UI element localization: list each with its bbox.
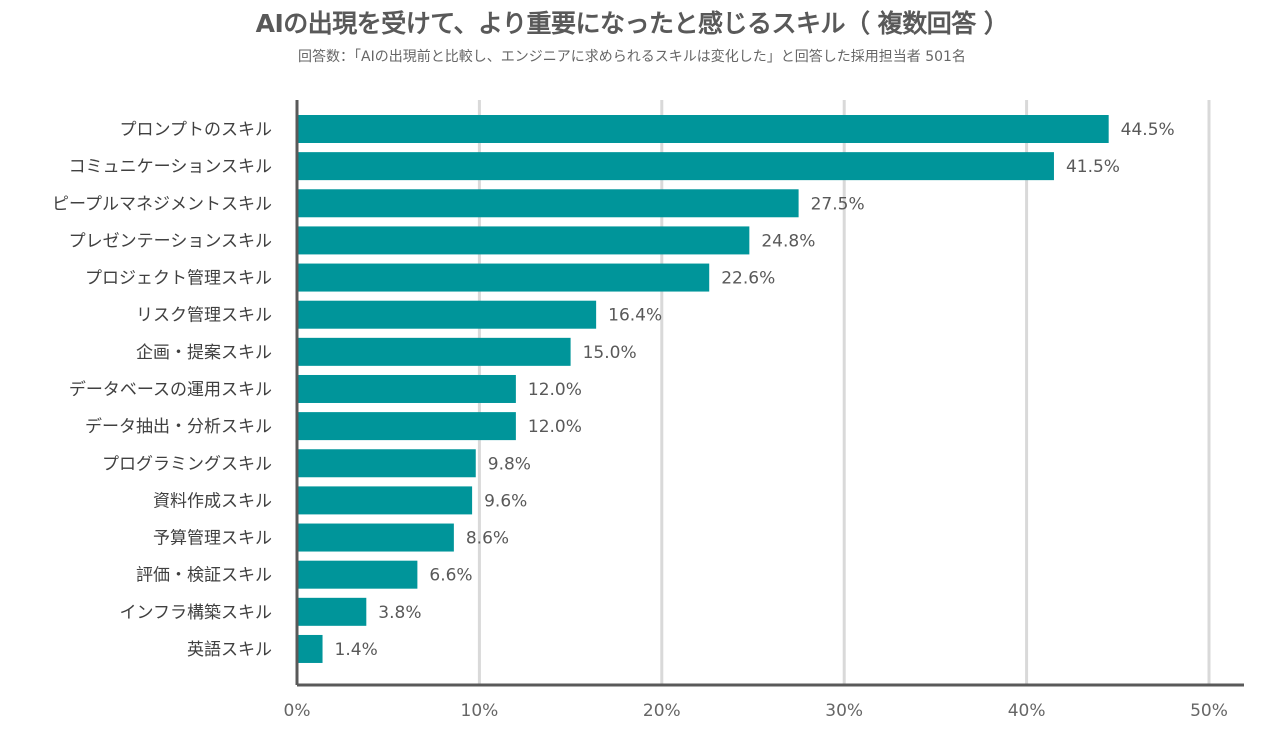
bar (297, 597, 367, 626)
bar (297, 115, 1109, 143)
x-tick-label: 40% (1008, 701, 1046, 721)
data-label: 3.8% (378, 603, 421, 623)
data-label: 24.8% (761, 231, 815, 251)
category-label: ピープルマネジメントスキル (52, 194, 272, 214)
bar (297, 300, 597, 329)
data-label: 27.5% (811, 194, 865, 214)
bar (297, 523, 454, 552)
chart-title: AIの出現を受けて、より重要になったと感じるスキル（ 複数回答 ） (255, 9, 1009, 38)
bar (297, 226, 750, 255)
data-label: 41.5% (1066, 157, 1120, 177)
bar (297, 634, 323, 663)
category-label: リスク管理スキル (136, 306, 272, 326)
bar (297, 560, 418, 589)
bar (297, 189, 799, 218)
data-label: 12.0% (528, 380, 582, 400)
bar (297, 152, 1054, 181)
category-label: インフラ構築スキル (120, 603, 273, 623)
category-label: 資料作成スキル (153, 491, 272, 511)
data-label: 15.0% (583, 343, 637, 363)
bar (297, 337, 571, 366)
data-label: 6.6% (429, 566, 472, 586)
bar (297, 486, 473, 515)
data-label: 9.8% (488, 454, 531, 474)
data-label: 9.6% (484, 491, 527, 511)
category-label: プレゼンテーションスキル (69, 231, 272, 251)
category-label: 予算管理スキル (153, 529, 272, 549)
category-label: コミュニケーションスキル (69, 157, 272, 177)
category-label: データ抽出・分析スキル (85, 416, 272, 437)
bar (297, 263, 710, 292)
category-label: 評価・検証スキル (136, 566, 272, 586)
bar (297, 449, 476, 478)
category-label: プロジェクト管理スキル (85, 269, 272, 289)
category-label: プロンプトのスキル (120, 120, 273, 140)
data-label: 1.4% (335, 640, 378, 660)
category-label: 英語スキル (187, 640, 272, 660)
bar (297, 412, 516, 441)
category-label: プログラミングスキル (102, 454, 272, 474)
x-tick-label: 50% (1190, 701, 1228, 721)
category-label: データベースの運用スキル (69, 379, 272, 400)
x-tick-label: 30% (825, 701, 863, 721)
x-tick-label: 0% (284, 701, 311, 721)
data-label: 44.5% (1121, 120, 1175, 140)
x-tick-label: 10% (461, 701, 499, 721)
chart-subtitle: 回答数：「AIの出現前と比較し、エンジニアに求められるスキルは変化した」と回答し… (298, 49, 966, 65)
category-label: 企画・提案スキル (136, 343, 272, 363)
bar (297, 374, 516, 403)
data-label: 8.6% (466, 529, 509, 549)
data-label: 16.4% (608, 306, 662, 326)
x-tick-label: 20% (643, 701, 681, 721)
data-label: 12.0% (528, 417, 582, 437)
data-label: 22.6% (721, 269, 775, 289)
